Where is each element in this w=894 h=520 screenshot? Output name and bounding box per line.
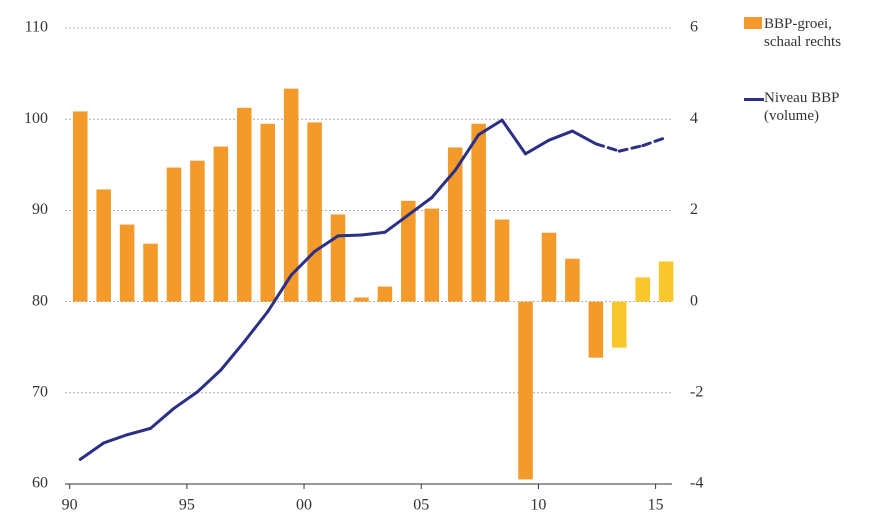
line-segment xyxy=(617,144,645,153)
line-segment xyxy=(125,426,153,437)
bar xyxy=(119,224,135,302)
y-tick-label: 80 xyxy=(32,292,48,309)
y-tick-label: 70 xyxy=(32,383,48,400)
y2-tick-label: -2 xyxy=(690,383,703,400)
y2-tick-label: 4 xyxy=(690,110,698,127)
bar xyxy=(307,122,322,302)
line-segment xyxy=(641,135,668,148)
x-tick-label: 95 xyxy=(179,497,195,514)
bar xyxy=(166,167,182,302)
bar xyxy=(96,189,111,302)
bar xyxy=(494,219,510,302)
line-segment xyxy=(406,196,434,217)
line-segment xyxy=(149,406,176,430)
bar xyxy=(447,147,463,302)
x-tick-label: 90 xyxy=(62,497,78,514)
bar xyxy=(72,111,88,302)
bar xyxy=(237,107,252,302)
bar xyxy=(190,160,205,302)
line-segment xyxy=(500,118,528,156)
legend-label: BBP-groei, schaal rechts xyxy=(764,16,842,50)
bar xyxy=(283,88,299,302)
x-tick-label: 05 xyxy=(413,497,429,514)
y-tick-label: 90 xyxy=(32,201,48,218)
legend-label: Niveau BBP (volume) xyxy=(764,90,839,124)
y2-tick-label: -4 xyxy=(690,475,703,492)
line-segment xyxy=(477,118,504,137)
bar xyxy=(143,243,158,302)
bar xyxy=(424,208,440,302)
bar xyxy=(213,146,229,302)
bar xyxy=(518,301,533,480)
bar xyxy=(377,286,393,302)
bar xyxy=(588,301,604,358)
bar xyxy=(612,301,627,348)
x-tick-label: 15 xyxy=(648,497,664,514)
line-segment xyxy=(524,138,551,156)
line-segment xyxy=(266,273,293,314)
y-tick-label: 100 xyxy=(24,110,48,127)
y2-tick-label: 6 xyxy=(690,19,698,36)
line-segment xyxy=(594,142,621,153)
y-tick-label: 110 xyxy=(25,19,48,36)
legend-swatch xyxy=(744,17,762,29)
bar xyxy=(471,123,486,302)
line-segment xyxy=(242,310,270,344)
line-segment xyxy=(570,129,598,146)
bar xyxy=(565,258,580,302)
bar xyxy=(401,200,416,302)
line-segment xyxy=(172,390,199,410)
line-segment xyxy=(547,129,574,142)
line-segment xyxy=(383,213,410,234)
bar xyxy=(635,277,650,302)
line-segment xyxy=(359,230,387,237)
y-tick-label: 60 xyxy=(32,475,48,492)
y2-tick-label: 0 xyxy=(690,292,698,309)
line-segment xyxy=(219,340,246,372)
y2-tick-label: 2 xyxy=(690,201,698,218)
line-segment xyxy=(78,441,106,461)
line-segment xyxy=(195,368,223,394)
bar xyxy=(260,123,275,302)
line-segment xyxy=(336,233,363,238)
line-segment xyxy=(430,168,457,200)
legend-swatch xyxy=(744,98,764,101)
bar xyxy=(658,261,674,302)
x-tick-label: 00 xyxy=(296,497,312,514)
bar xyxy=(354,297,369,302)
x-tick-label: 10 xyxy=(530,497,546,514)
bar xyxy=(541,232,557,302)
line-segment xyxy=(102,433,129,445)
line-segment xyxy=(289,249,317,277)
bar xyxy=(330,214,346,302)
line-segment xyxy=(453,133,481,172)
line-segment xyxy=(313,234,340,253)
